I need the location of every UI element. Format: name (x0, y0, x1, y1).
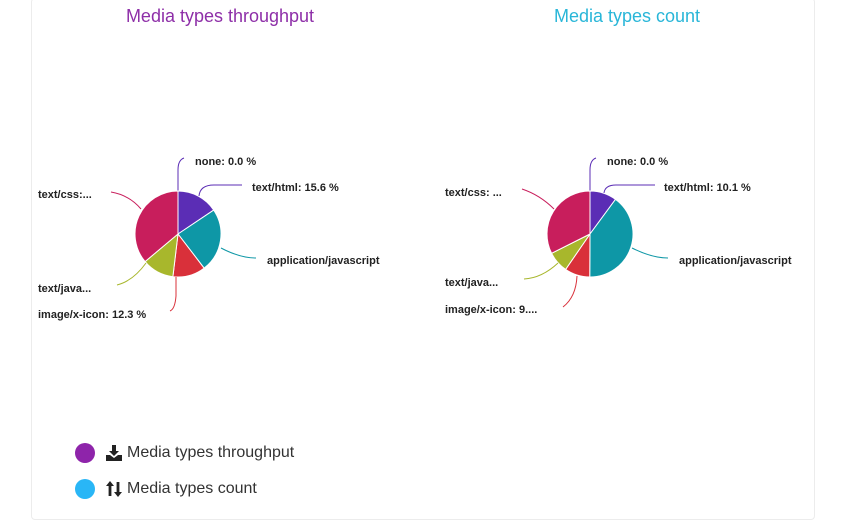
pie-slice-label: text/java... (38, 283, 91, 295)
label-connector (169, 277, 177, 312)
pie-slice-label: text/css: ... (445, 187, 502, 199)
label-connector (177, 157, 185, 191)
label-connector (631, 247, 669, 259)
pie-slice-label: text/html: 15.6 % (252, 182, 339, 194)
pie-slice-label: text/css:... (38, 189, 92, 201)
pie-slice-text-css[interactable] (134, 190, 179, 263)
pie-slice-text-css[interactable] (546, 190, 591, 254)
legend-color-dot (75, 479, 95, 499)
download-icon (105, 444, 123, 462)
label-connector (589, 157, 597, 191)
pie-slice-application-javascript[interactable] (589, 198, 634, 278)
pie-slice-label: none: 0.0 % (607, 156, 668, 168)
pie-slice-label: none: 0.0 % (195, 156, 256, 168)
pie-charts-canvas: none: 0.0 % text/html: 15.6 % application/… (38, 156, 792, 321)
chart-title-throughput: Media types throughput (125, 6, 315, 26)
pie-slice-label: image/x-icon: 9.... (445, 304, 537, 316)
legend-item-throughput[interactable]: Media types throughput (75, 443, 294, 463)
label-connector (110, 191, 142, 210)
pie-slice-label: text/html: 10.1 % (664, 182, 751, 194)
pie-slice-label: application/javascript (267, 255, 380, 267)
legend-item-count[interactable]: Media types count (75, 479, 257, 499)
legend-color-dot (75, 443, 95, 463)
label-connector (198, 184, 242, 197)
legend-label-throughput: Media types throughput (127, 444, 295, 461)
label-connector (521, 188, 555, 210)
label-connector (562, 275, 578, 308)
label-connector (523, 262, 559, 280)
legend-label-count: Media types count (127, 480, 257, 497)
pie-slice-label: application/javascript (679, 255, 792, 267)
pie-slice-label: text/java... (445, 277, 498, 289)
pie-slice-application-javascript[interactable] (177, 209, 222, 269)
pie-slice-label: image/x-icon: 12.3 % (38, 309, 146, 321)
chart-title-count: Media types count (553, 6, 701, 26)
label-connector (116, 262, 147, 286)
label-connector (220, 247, 257, 259)
sort-arrows-icon (105, 480, 123, 498)
label-connector (603, 184, 655, 194)
